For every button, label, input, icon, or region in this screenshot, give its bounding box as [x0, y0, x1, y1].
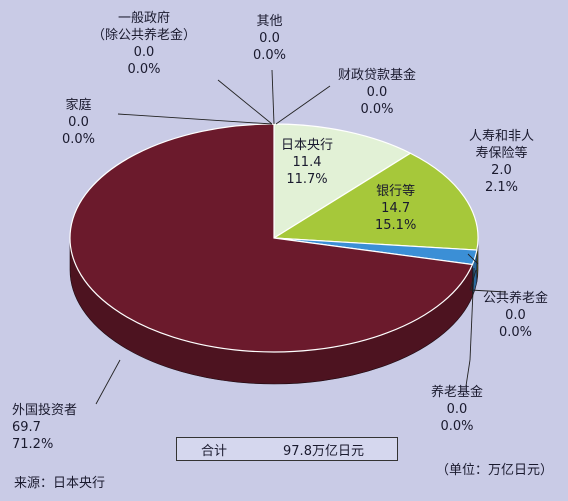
label-percent: 0.0% [440, 419, 474, 434]
label-household: 家庭 0.0 0.0% [62, 97, 95, 148]
leader-line [271, 69, 275, 125]
label-value: 0.0 [446, 402, 468, 417]
total-value: 97.8万亿日元 [283, 443, 364, 459]
leader-line [275, 85, 331, 125]
label-percent: 11.7% [286, 172, 328, 187]
label-boj: 日本央行 11.4 11.7% [281, 137, 333, 188]
label-fiscal-loan: 财政贷款基金 0.0 0.0% [338, 67, 416, 118]
leader-line [465, 359, 471, 387]
label-value: 69.7 [12, 420, 41, 435]
label-public-pension: 公共养老金 0.0 0.0% [483, 290, 548, 341]
leader-line [467, 253, 479, 265]
label-value: 0.0 [505, 308, 526, 323]
label-value: 14.7 [381, 201, 411, 216]
source-note: 来源：日本央行 [14, 476, 106, 491]
label-insurance: 人寿和非人 寿保险等 2.0 2.1% [469, 128, 534, 196]
total-box: 合计 97.8万亿日元 [176, 437, 398, 461]
leader-line [469, 289, 507, 293]
leader-line [469, 267, 475, 361]
label-percent: 71.2% [12, 437, 54, 452]
pie-slice [273, 123, 412, 240]
label-foreign: 外国投资者 69.7 71.2% [12, 402, 77, 453]
label-percent: 15.1% [375, 218, 417, 233]
label-percent: 0.0% [253, 48, 287, 63]
label-percent: 2.1% [484, 180, 519, 195]
label-value: 11.4 [292, 155, 322, 170]
label-name: 财政贷款基金 [338, 68, 417, 83]
label-value: 0.0 [68, 115, 89, 130]
label-percent: 0.0% [498, 325, 533, 340]
label-name: 人寿和非人 [469, 129, 535, 144]
label-percent: 0.0% [360, 102, 394, 117]
label-name: 外国投资者 [12, 403, 78, 418]
total-label: 合计 [201, 443, 228, 459]
label-value: 2.0 [491, 163, 512, 178]
label-percent: 0.0% [127, 62, 161, 77]
leader-line [117, 113, 273, 125]
label-value: 0.0 [259, 31, 280, 46]
label-banks: 银行等 14.7 15.1% [375, 183, 416, 234]
leader-line [217, 79, 273, 125]
label-percent: 0.0% [62, 132, 96, 147]
unit-note: （单位：万亿日元） [436, 463, 554, 478]
label-name: 银行等 [376, 184, 416, 199]
pie-slice [69, 123, 474, 353]
label-name: 日本央行 [281, 138, 334, 153]
label-name: 家庭 [65, 98, 92, 113]
label-other: 其他 0.0 0.0% [253, 13, 286, 64]
label-general-gov: 一般政府 （除公共养老金） 0.0 0.0% [92, 10, 196, 78]
pie-slice [272, 152, 479, 251]
label-value: 0.0 [366, 85, 388, 100]
label-name: 其他 [256, 14, 283, 29]
label-name: 养老基金 [431, 385, 484, 400]
leader-line [469, 269, 477, 291]
label-pension-fund: 养老基金 0.0 0.0% [431, 384, 483, 435]
label-name: （除公共养老金） [92, 28, 197, 43]
label-value: 0.0 [133, 45, 155, 60]
leader-line [95, 359, 121, 405]
label-name: 寿保险等 [475, 146, 528, 161]
label-name: 公共养老金 [483, 291, 549, 306]
label-name: 一般政府 [118, 11, 171, 26]
